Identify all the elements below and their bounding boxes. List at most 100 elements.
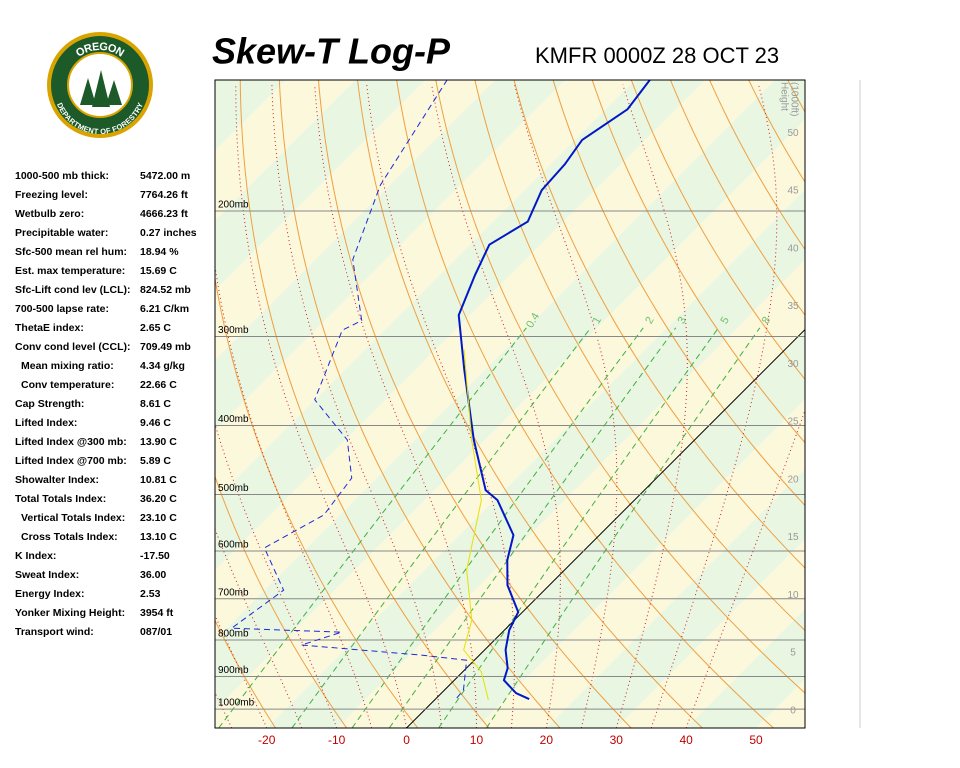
isotherm-band: [686, 609, 805, 728]
isotherm-band: [336, 259, 805, 728]
index-label: Conv temperature:: [21, 379, 114, 391]
index-label: Est. max temperature:: [15, 265, 125, 277]
x-tick-label: 40: [679, 733, 693, 747]
moist-adiabat: [271, 84, 442, 728]
isotherm-band: [215, 119, 805, 728]
dry-adiabat: [357, 80, 703, 728]
x-tick-label: -20: [258, 733, 276, 747]
mixing-ratio-line: [438, 327, 719, 728]
index-label: Cross Totals Index:: [21, 531, 118, 543]
y-tick-label: 900mb: [218, 665, 249, 676]
logo-tree: [92, 70, 110, 107]
index-value: 15.69 C: [140, 265, 177, 277]
index-value: 6.21 C/km: [140, 303, 189, 315]
index-value: 7764.26 ft: [140, 189, 188, 201]
y-tick-label: 700mb: [218, 587, 249, 598]
isotherm-band: [756, 679, 805, 728]
mixing-ratio-line: [351, 327, 644, 728]
index-label: 700-500 lapse rate:: [15, 303, 109, 315]
plot-area: [215, 78, 960, 728]
index-label: Lifted Index:: [15, 417, 77, 429]
moist-adiabat: [215, 422, 338, 728]
index-label: Energy Index:: [15, 588, 84, 600]
dry-adiabat: [435, 80, 805, 694]
dry-adiabat: [513, 80, 805, 569]
dry-adiabat: [826, 78, 960, 728]
y2-tick-label: 50: [787, 128, 799, 139]
x-tick-label: 0: [403, 733, 410, 747]
moist-adiabat: [314, 84, 477, 728]
index-label: ThetaE index:: [15, 322, 84, 334]
mixing-ratio-label: 3: [676, 315, 689, 326]
index-value: 13.10 C: [140, 531, 177, 543]
dry-adiabat: [787, 80, 805, 113]
dry-adiabat: [669, 80, 805, 316]
moist-adiabat: [615, 84, 688, 728]
moist-adiabat: [235, 84, 408, 728]
y2-tick-label: 30: [787, 359, 799, 370]
x-tick-label: 50: [749, 733, 763, 747]
index-label: Total Totals Index:: [15, 493, 106, 505]
dry-adiabat: [709, 80, 805, 251]
index-value: 8.61 C: [140, 398, 171, 410]
index-value: 36.20 C: [140, 493, 177, 505]
index-label: Sfc-500 mean rel hum:: [15, 246, 127, 258]
indices: 1000-500 mb thick: 5472.00 m Freezing leve…: [15, 170, 197, 638]
index-value: 2.53: [140, 588, 161, 600]
dry-adiabat: [865, 78, 960, 728]
index-value: 5.89 C: [140, 455, 171, 467]
y2-tick-label: 25: [787, 417, 799, 428]
y-tick-label: 1000mb: [218, 698, 255, 709]
index-value: 4.34 g/kg: [140, 360, 185, 372]
index-label: Wetbulb zero:: [15, 208, 84, 220]
y2-tick-label: 10: [787, 590, 799, 601]
index-label: Freezing level:: [15, 189, 88, 201]
dry-adiabat: [630, 80, 805, 381]
index-value: 36.00: [140, 569, 166, 581]
index-value: 22.66 C: [140, 379, 177, 391]
index-value: 0.27 inches: [140, 227, 197, 239]
y-tick-label: 400mb: [218, 414, 249, 425]
dry-adiabat: [396, 80, 774, 728]
index-label: Lifted Index @300 mb:: [15, 436, 127, 448]
mixing-ratio-label: 2: [643, 315, 656, 326]
index-label: 1000-500 mb thick:: [15, 170, 109, 182]
index-value: 709.49 mb: [140, 341, 191, 353]
mixing-ratio-line: [388, 327, 677, 728]
dry-adiabat: [215, 275, 419, 728]
y-tick-label: 500mb: [218, 483, 249, 494]
logo-top-text: OREGON: [74, 41, 126, 60]
y2-tick-label: 45: [787, 186, 799, 197]
index-label: Lifted Index @700 mb:: [15, 455, 127, 467]
y2-tick-label: 0: [790, 705, 796, 716]
profile-line: [463, 349, 489, 701]
index-value: 087/01: [140, 626, 172, 638]
y2-tick-label: 5: [790, 648, 796, 659]
index-label: Yonker Mixing Height:: [15, 607, 125, 619]
index-label: Transport wind:: [15, 626, 94, 638]
y-tick-label: 600mb: [218, 540, 249, 551]
isotherm-band: [266, 189, 805, 728]
y2-tick-label: 35: [787, 301, 799, 312]
dry-adiabat: [591, 80, 805, 444]
y2-label: (1000ft): [788, 82, 799, 116]
dry-adiabat: [317, 80, 632, 728]
mixing-ratio-line: [291, 327, 592, 728]
title: Skew-T Log-P: [212, 31, 451, 72]
index-value: 13.90 C: [140, 436, 177, 448]
index-value: 23.10 C: [140, 512, 177, 524]
mixing-ratio-label: 5: [718, 315, 731, 326]
mixing-ratio-line: [218, 327, 527, 728]
plot-overlay: 0.4 1 2 3 5 8-20 -10 0 10 20 30 40 50200mb300mb400mb…: [214, 79, 806, 747]
index-value: 2.65 C: [140, 322, 171, 334]
logo-tree: [80, 78, 96, 105]
plot-frame: [214, 79, 806, 729]
index-value: 824.52 mb: [140, 284, 191, 296]
index-value: -17.50: [140, 550, 170, 562]
y2-tick-label: 15: [787, 532, 799, 543]
mixing-ratio-label: 8: [760, 315, 773, 326]
profile-line: [230, 80, 468, 699]
logo: OREGON DEPARTMENT OF FORESTRY: [47, 32, 153, 138]
index-label: Conv cond level (CCL):: [15, 341, 131, 353]
